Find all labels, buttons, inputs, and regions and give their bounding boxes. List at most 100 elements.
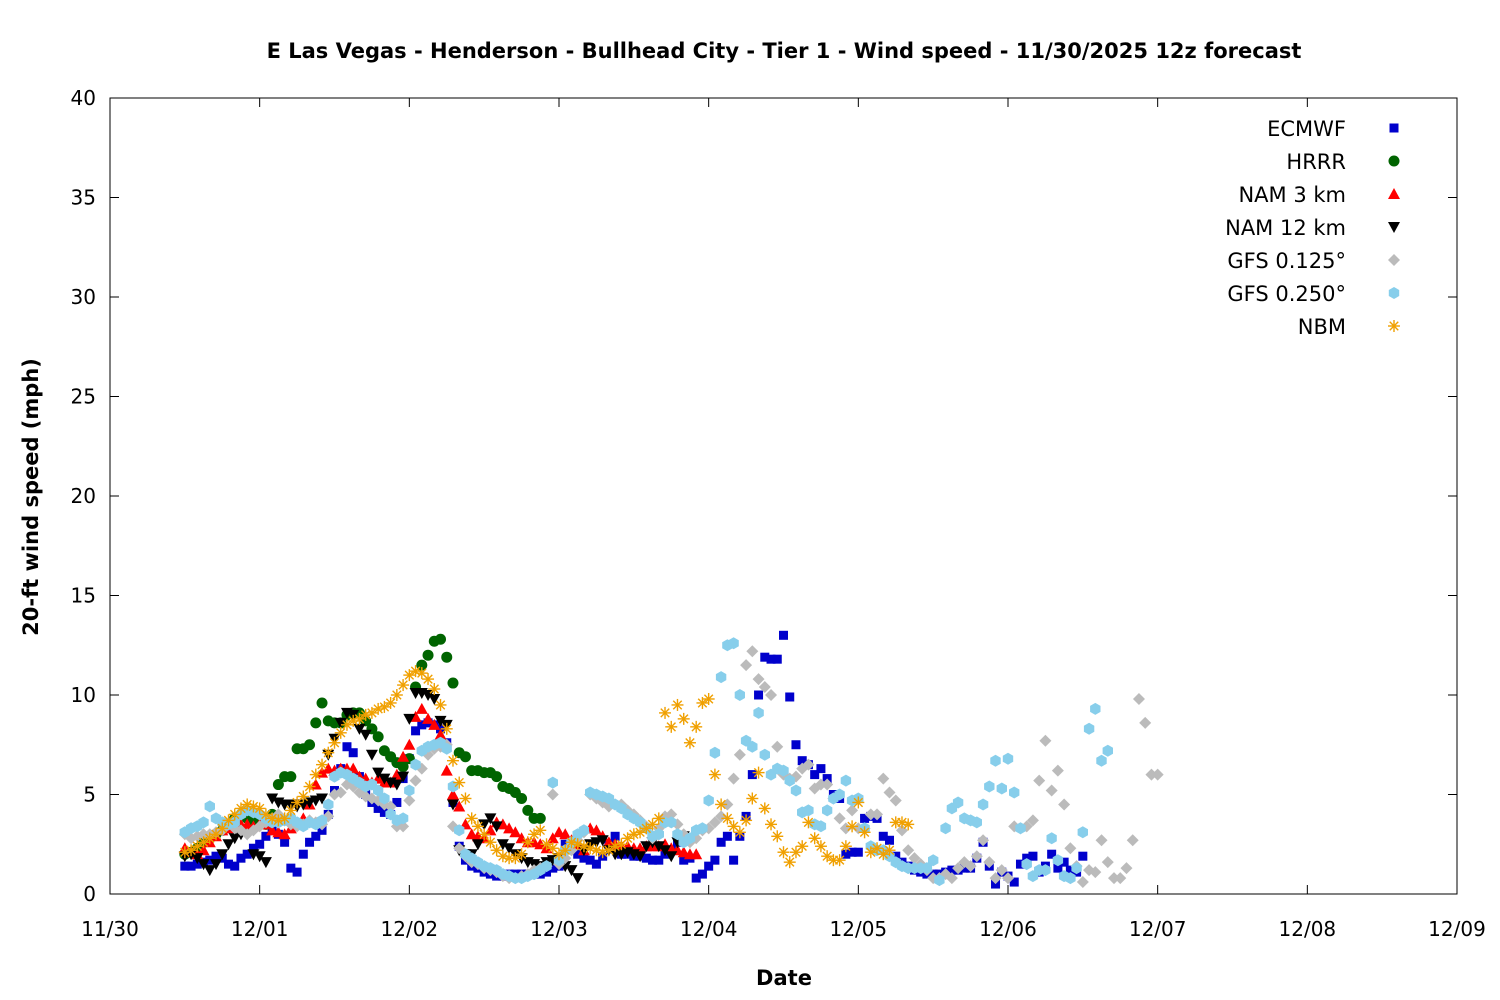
data-point-ecmwf — [248, 843, 258, 853]
asterisk-stroke — [747, 793, 758, 804]
data-point-nbm — [259, 808, 272, 821]
asterisk-stroke — [753, 767, 764, 778]
data-point-ecmwf — [878, 831, 888, 841]
data-point-ecmwf — [585, 855, 595, 865]
legend-marker-gfs-0-250 — [1388, 287, 1400, 299]
data-point-gfs-0-250 — [940, 822, 951, 835]
data-point-hrrr — [304, 739, 316, 751]
data-point-ecmwf — [1059, 857, 1069, 867]
data-point-gfs-0-125 — [715, 810, 728, 823]
asterisk-stroke — [710, 769, 720, 780]
data-point-gfs-0-125 — [1151, 768, 1164, 781]
asterisk-stroke — [1389, 321, 1399, 331]
data-point-nam-12-km — [222, 839, 235, 851]
data-point-ecmwf — [1047, 849, 1057, 859]
data-point-gfs-0-125 — [983, 856, 996, 869]
data-point-nbm — [297, 790, 310, 803]
data-point-nbm — [185, 844, 198, 857]
data-point-nbm — [640, 822, 653, 835]
data-point-gfs-0-250 — [759, 748, 770, 761]
data-point-gfs-0-250 — [952, 796, 964, 809]
data-point-ecmwf — [704, 861, 714, 871]
data-point-nbm — [708, 768, 721, 781]
asterisk-stroke — [629, 829, 639, 840]
data-point-gfs-0-250 — [1046, 832, 1057, 845]
data-point-nbm — [434, 698, 447, 711]
asterisk-stroke — [604, 845, 614, 855]
legend-marker-nam-3-km — [1388, 188, 1400, 199]
data-point-nam-3-km — [397, 750, 410, 762]
data-point-ecmwf — [648, 855, 658, 865]
data-point-gfs-0-125 — [952, 862, 965, 875]
data-point-gfs-0-250 — [672, 828, 683, 841]
data-point-gfs-0-125 — [384, 800, 397, 813]
data-point-gfs-0-125 — [1126, 834, 1139, 847]
data-point-nbm — [440, 722, 453, 735]
data-point-nbm — [291, 796, 304, 809]
asterisk-stroke — [641, 823, 652, 834]
data-point-nbm — [191, 840, 204, 853]
data-point-gfs-0-250 — [204, 800, 215, 813]
data-point-nbm — [347, 714, 360, 727]
data-point-gfs-0-125 — [665, 808, 678, 821]
data-point-gfs-0-250 — [1083, 722, 1095, 735]
data-point-nam-12-km — [496, 839, 509, 851]
data-point-gfs-0-125 — [883, 786, 896, 799]
data-point-gfs-0-125 — [846, 804, 859, 817]
asterisk-stroke — [897, 817, 907, 828]
data-point-hrrr — [441, 651, 453, 663]
asterisk-stroke — [872, 843, 882, 853]
data-point-gfs-0-250 — [984, 780, 995, 793]
data-point-gfs-0-125 — [908, 852, 921, 865]
data-point-nam-3-km — [559, 828, 572, 840]
data-point-ecmwf — [847, 847, 857, 857]
asterisk-stroke — [242, 799, 252, 810]
data-point-ecmwf — [654, 855, 664, 865]
asterisk-stroke — [635, 827, 645, 838]
data-point-ecmwf — [411, 726, 421, 736]
asterisk-stroke — [741, 815, 751, 826]
data-point-nbm — [471, 820, 484, 833]
data-point-gfs-0-125 — [833, 812, 846, 825]
data-point-gfs-0-250 — [921, 862, 933, 875]
asterisk-stroke — [510, 853, 521, 863]
data-point-nam-3-km — [690, 848, 703, 860]
y-axis-ticks: 0 5 10 15 20 25 30 35 40 — [71, 86, 1457, 906]
data-point-nam-3-km — [390, 768, 403, 780]
data-point-gfs-0-125 — [771, 740, 784, 753]
data-point-gfs-0-250 — [778, 764, 789, 777]
legend-marker-gfs-0-125 — [1388, 254, 1400, 266]
data-point-nbm — [515, 848, 528, 861]
data-point-nbm — [509, 852, 522, 865]
data-point-nam-3-km — [428, 718, 441, 730]
data-point-gfs-0-250 — [229, 816, 240, 829]
data-point-nam-3-km — [590, 824, 603, 836]
data-point-nbm — [677, 712, 690, 725]
data-point-ecmwf — [1028, 851, 1038, 861]
data-point-nbm — [316, 758, 329, 771]
data-point-nam-3-km — [422, 712, 435, 724]
data-point-nbm — [397, 679, 410, 692]
asterisk-stroke — [878, 849, 889, 859]
data-point-nbm — [428, 683, 441, 696]
data-point-nbm — [814, 840, 827, 853]
data-point-gfs-0-125 — [1120, 862, 1133, 875]
data-point-gfs-0-250 — [198, 816, 209, 829]
asterisk-stroke — [766, 819, 776, 830]
data-point-gfs-0-250 — [834, 788, 845, 801]
data-point-nbm — [721, 812, 734, 825]
data-point-ecmwf — [392, 797, 402, 807]
data-point-nam-12-km — [484, 813, 497, 825]
data-point-nbm — [540, 838, 553, 851]
data-point-gfs-0-125 — [752, 673, 765, 686]
data-point-ecmwf — [1078, 851, 1088, 861]
data-point-ecmwf — [280, 837, 290, 847]
asterisk-stroke — [323, 747, 334, 758]
legend-label-nam-12-km: NAM 12 km — [1225, 216, 1346, 240]
asterisk-stroke — [728, 821, 739, 832]
data-point-gfs-0-250 — [728, 637, 739, 650]
legend-label-ecmwf: ECMWF — [1267, 117, 1346, 141]
data-point-gfs-0-125 — [1039, 734, 1052, 747]
data-point-nbm — [671, 698, 684, 711]
